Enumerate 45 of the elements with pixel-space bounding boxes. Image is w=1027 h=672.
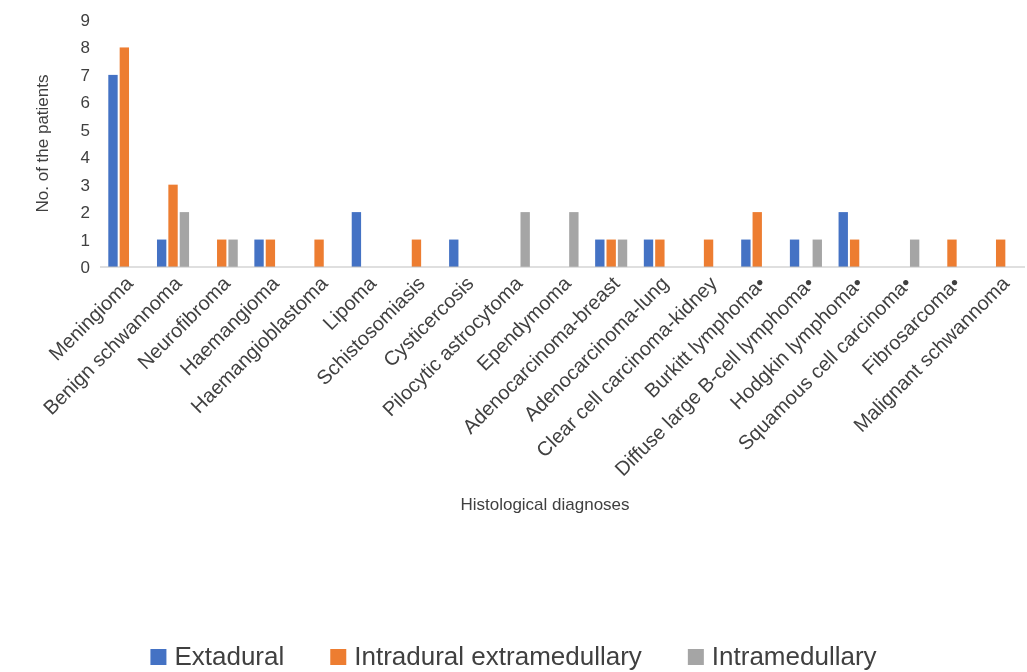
y-tick-label: 5 bbox=[80, 120, 90, 140]
bar bbox=[838, 212, 848, 267]
bar bbox=[449, 239, 459, 267]
bar bbox=[108, 74, 118, 267]
bar bbox=[752, 212, 762, 267]
y-tick-label: 9 bbox=[80, 10, 90, 30]
bar bbox=[812, 239, 822, 267]
legend-label: Intradural extramedullary bbox=[354, 641, 642, 671]
bar bbox=[411, 239, 422, 267]
y-tick-label: 0 bbox=[80, 257, 90, 277]
y-axis-title: No. of the patients bbox=[33, 74, 52, 213]
bar bbox=[849, 239, 860, 267]
bar bbox=[606, 239, 616, 267]
bar bbox=[520, 212, 530, 267]
bar bbox=[655, 239, 665, 267]
bar bbox=[217, 239, 227, 267]
bar bbox=[643, 239, 654, 267]
x-axis-title: Histological diagnoses bbox=[460, 495, 630, 514]
bar bbox=[703, 239, 714, 267]
bar bbox=[617, 239, 628, 267]
bar bbox=[569, 212, 579, 267]
legend-label: Intramedullary bbox=[711, 641, 877, 671]
bar bbox=[995, 239, 1006, 267]
bar bbox=[156, 239, 167, 267]
y-tick-label: 3 bbox=[80, 175, 90, 195]
bar bbox=[741, 239, 751, 267]
y-tick-label: 2 bbox=[80, 203, 90, 223]
bar bbox=[909, 239, 920, 267]
legend-label: Extadural bbox=[174, 641, 285, 671]
y-tick-label: 4 bbox=[80, 148, 90, 168]
y-tick-label: 1 bbox=[80, 230, 90, 250]
bar bbox=[265, 239, 276, 267]
y-tick-label: 8 bbox=[80, 38, 90, 58]
bar bbox=[228, 239, 238, 267]
bar bbox=[179, 212, 190, 267]
y-tick-label: 7 bbox=[80, 65, 90, 85]
bar bbox=[254, 239, 264, 267]
bar bbox=[595, 239, 605, 267]
bar bbox=[168, 184, 178, 267]
y-tick-label: 6 bbox=[80, 93, 90, 113]
bar bbox=[351, 212, 362, 267]
bar bbox=[314, 239, 324, 267]
bar bbox=[789, 239, 800, 267]
bar bbox=[947, 239, 957, 267]
bar bbox=[119, 47, 130, 267]
